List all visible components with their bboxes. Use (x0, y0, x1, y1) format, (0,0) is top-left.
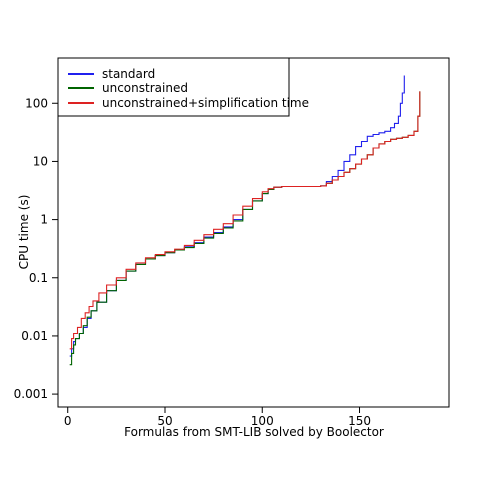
x-tick-label: 0 (64, 414, 72, 428)
legend: standard unconstrained unconstrained+sim… (57, 57, 309, 117)
y-axis-label: CPU time (s) (17, 195, 31, 270)
x-tick-label: 150 (348, 414, 371, 428)
y-axis-ticks: 0.001 0.01 0.1 1 10 100 (14, 96, 58, 401)
x-axis-ticks: 0 50 100 150 (64, 407, 371, 428)
series-layer (69, 75, 421, 366)
y-tick-label: 0.001 (14, 387, 48, 401)
legend-label-standard: standard (102, 67, 155, 81)
legend-label-unconstrained: unconstrained (102, 81, 188, 95)
y-tick-label: 100 (25, 96, 48, 110)
series-line-2 (69, 91, 421, 350)
y-tick-label: 0.01 (21, 329, 48, 343)
y-tick-label: 10 (33, 154, 48, 168)
legend-box (57, 57, 290, 117)
x-axis-label: Formulas from SMT-LIB solved by Boolecto… (124, 425, 384, 439)
y-tick-label: 1 (40, 213, 48, 227)
x-tick-label: 50 (157, 414, 172, 428)
legend-label-unconstrained-simplification: unconstrained+simplification time (102, 96, 309, 110)
x-tick-label: 100 (251, 414, 274, 428)
y-tick-label: 0.1 (29, 271, 48, 285)
